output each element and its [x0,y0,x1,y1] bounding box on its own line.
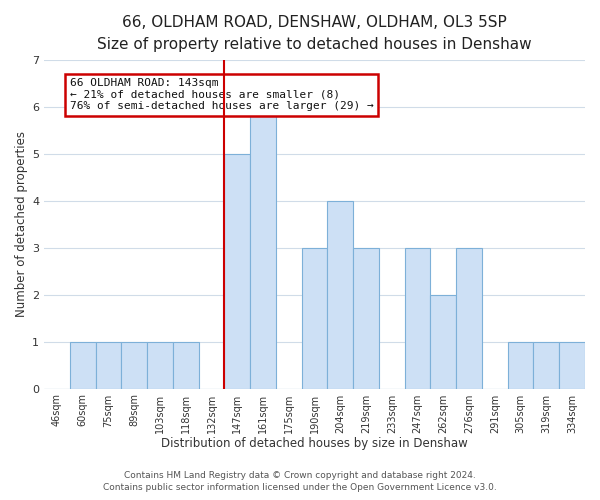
Title: 66, OLDHAM ROAD, DENSHAW, OLDHAM, OL3 5SP
Size of property relative to detached : 66, OLDHAM ROAD, DENSHAW, OLDHAM, OL3 5S… [97,15,532,52]
Text: 66 OLDHAM ROAD: 143sqm
← 21% of detached houses are smaller (8)
76% of semi-deta: 66 OLDHAM ROAD: 143sqm ← 21% of detached… [70,78,374,112]
Bar [353,248,379,388]
X-axis label: Distribution of detached houses by size in Denshaw: Distribution of detached houses by size … [161,437,468,450]
Bar [70,342,95,388]
Y-axis label: Number of detached properties: Number of detached properties [15,132,28,318]
Bar [147,342,173,388]
Bar [250,107,276,388]
Bar [173,342,199,388]
Bar [508,342,533,388]
Bar [456,248,482,388]
Bar [405,248,430,388]
Bar [302,248,328,388]
Bar [559,342,585,388]
Bar [328,201,353,388]
Bar [430,295,456,388]
Text: Contains HM Land Registry data © Crown copyright and database right 2024.
Contai: Contains HM Land Registry data © Crown c… [103,471,497,492]
Bar [95,342,121,388]
Bar [533,342,559,388]
Bar [121,342,147,388]
Bar [224,154,250,388]
